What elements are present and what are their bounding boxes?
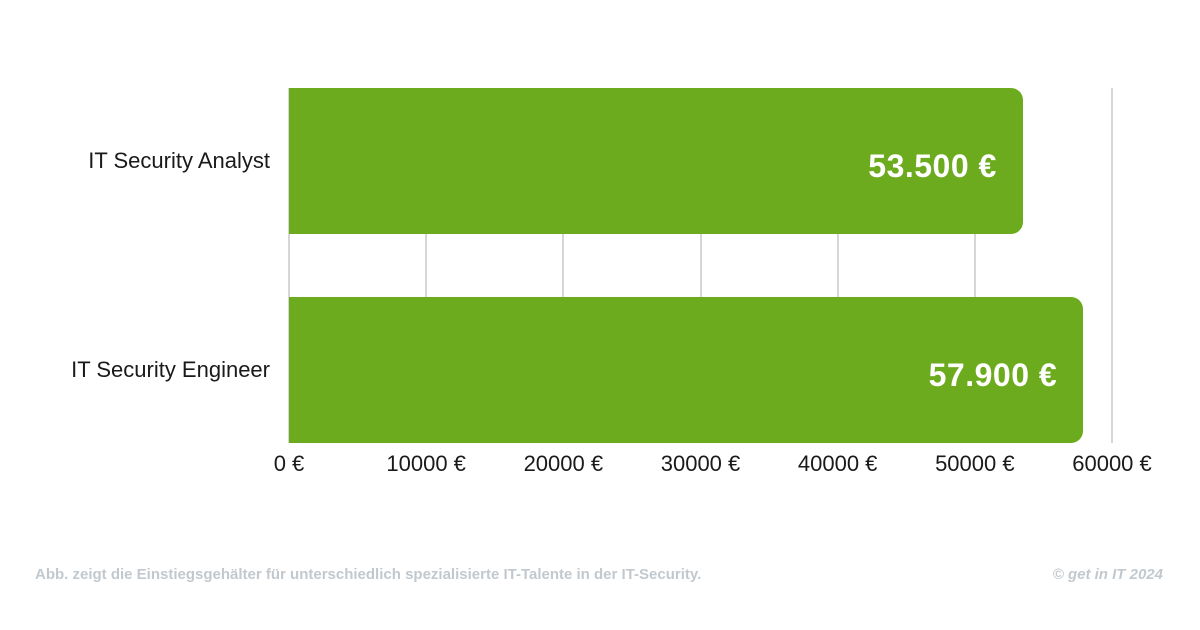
bar-value-label: 57.900 € <box>928 356 1058 393</box>
x-tick-label: 50000 € <box>935 451 1015 476</box>
x-tick-label: 10000 € <box>386 451 466 476</box>
x-tick-label: 40000 € <box>797 451 878 476</box>
bar-it-security-analyst: 53.500 € <box>289 88 1023 234</box>
x-tick-label: 60000 € <box>1072 451 1152 476</box>
gridline <box>836 88 839 443</box>
gridline <box>699 88 702 443</box>
category-label: IT Security Engineer <box>71 357 270 382</box>
chart-caption: Abb. zeigt die Einstiegsgehälter für unt… <box>35 566 702 583</box>
plot-area: 53.500 € 57.900 € <box>288 88 1113 443</box>
gridline <box>288 88 290 443</box>
x-tick-label: 0 € <box>273 451 305 476</box>
x-tick-label: 30000 € <box>660 451 741 476</box>
bar-value-label: 53.500 € <box>868 147 997 184</box>
gridline <box>562 88 565 443</box>
category-label: IT Security Analyst <box>88 148 270 173</box>
gridline <box>973 88 976 443</box>
gridline <box>425 88 428 443</box>
copyright-credit: © get in IT 2024 <box>1052 566 1163 583</box>
bar-it-security-engineer: 57.900 € <box>289 297 1084 443</box>
gridline <box>1111 88 1113 443</box>
x-tick-label: 20000 € <box>523 451 604 476</box>
